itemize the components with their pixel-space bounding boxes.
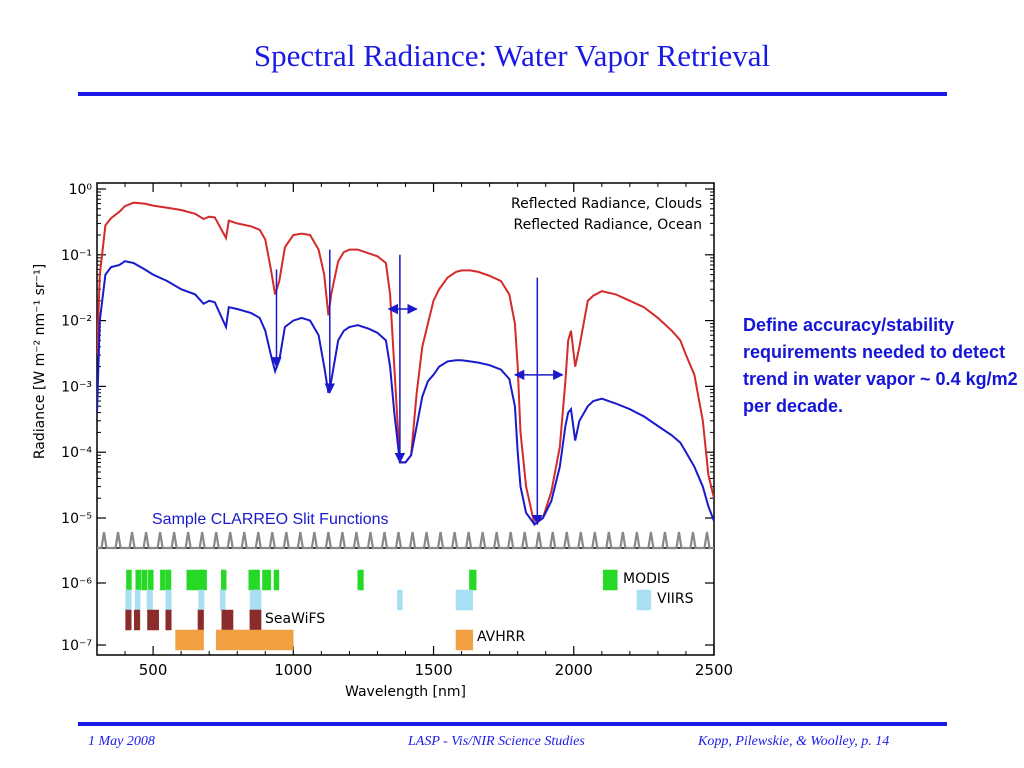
- sensor-band-viirs: [125, 589, 132, 611]
- sensor-band-viirs: [636, 589, 652, 611]
- sensor-band-seawifs: [152, 609, 159, 631]
- sensor-band-modis: [273, 569, 280, 591]
- sensor-band-modis: [165, 569, 172, 591]
- sensor-band-modis: [126, 569, 132, 591]
- sensor-band-avhrr: [175, 629, 204, 651]
- y-tick-label: 10⁻⁷: [61, 638, 92, 654]
- sensor-band-viirs: [134, 589, 141, 611]
- sensor-label-avhrr: AVHRR: [477, 629, 526, 645]
- x-tick-label: 2000: [555, 661, 593, 679]
- sensor-band-viirs: [219, 589, 226, 611]
- sensor-band-modis: [254, 569, 260, 591]
- sensor-band-seawifs: [134, 609, 141, 631]
- sensor-label-modis: MODIS: [623, 571, 670, 587]
- footer-date: 1 May 2008: [88, 734, 155, 749]
- footer-authors: Kopp, Pilewskie, & Woolley, p. 14: [698, 734, 890, 749]
- slit-function-comb: [97, 531, 714, 550]
- footer-title: LASP - Vis/NIR Science Studies: [408, 734, 585, 749]
- y-tick-label: 10⁰: [69, 182, 93, 198]
- series-line-clouds: [97, 201, 714, 527]
- sensor-band-modis: [148, 569, 154, 591]
- y-tick-label: 10⁻⁵: [61, 511, 92, 527]
- y-tick-label: 10⁻²: [61, 314, 92, 330]
- sensor-band-modis: [160, 569, 166, 591]
- x-tick-label: 1000: [274, 661, 312, 679]
- sensor-band-modis: [201, 569, 207, 591]
- sensor-band-modis: [357, 569, 364, 591]
- sensor-band-modis: [220, 569, 227, 591]
- sensor-band-avhrr: [215, 629, 294, 651]
- y-tick-label: 10⁻⁴: [61, 445, 92, 461]
- sensor-band-modis: [262, 569, 272, 591]
- sensor-band-viirs: [146, 589, 153, 611]
- title-divider: [78, 92, 947, 96]
- slide-title: Spectral Radiance: Water Vapor Retrieval: [253, 38, 771, 73]
- sensor-band-viirs: [198, 589, 205, 611]
- x-tick-label: 500: [139, 661, 168, 679]
- sensor-band-seawifs: [125, 609, 132, 631]
- x-tick-label: 2500: [695, 661, 733, 679]
- sensor-band-seawifs: [147, 609, 154, 631]
- sensor-band-modis: [469, 569, 477, 591]
- y-tick-label: 10⁻¹: [61, 248, 92, 264]
- sensor-band-seawifs: [249, 609, 262, 631]
- series-line-ocean: [97, 260, 714, 526]
- sensor-band-seawifs: [197, 609, 204, 631]
- sensor-label-seawifs: SeaWiFS: [265, 611, 325, 627]
- legend-entry-clouds: Reflected Radiance, Clouds: [511, 196, 702, 212]
- sensor-band-viirs: [249, 589, 262, 611]
- sensor-band-seawifs: [221, 609, 234, 631]
- sensor-band-modis: [135, 569, 141, 591]
- sensor-label-viirs: VIIRS: [657, 591, 694, 607]
- legend-entry-ocean: Reflected Radiance, Ocean: [513, 217, 702, 233]
- sensor-band-modis: [141, 569, 148, 591]
- x-axis-label: Wavelength [nm]: [345, 684, 466, 700]
- sensor-band-viirs: [397, 589, 403, 611]
- y-tick-label: 10⁻³: [61, 379, 92, 395]
- footer-divider: [78, 722, 947, 726]
- sensor-band-viirs: [455, 589, 474, 611]
- slit-functions-label: Sample CLARREO Slit Functions: [152, 511, 389, 528]
- side-note: Define accuracy/stability requirements n…: [743, 315, 1018, 416]
- sensor-band-viirs: [165, 589, 172, 611]
- y-axis-label: Radiance [W m⁻² nm⁻¹ sr⁻¹]: [32, 264, 48, 459]
- sensor-band-avhrr: [455, 629, 474, 651]
- x-tick-label: 1500: [414, 661, 452, 679]
- sensor-band-seawifs: [165, 609, 172, 631]
- y-tick-label: 10⁻⁶: [61, 576, 92, 592]
- sensor-band-modis: [602, 569, 618, 591]
